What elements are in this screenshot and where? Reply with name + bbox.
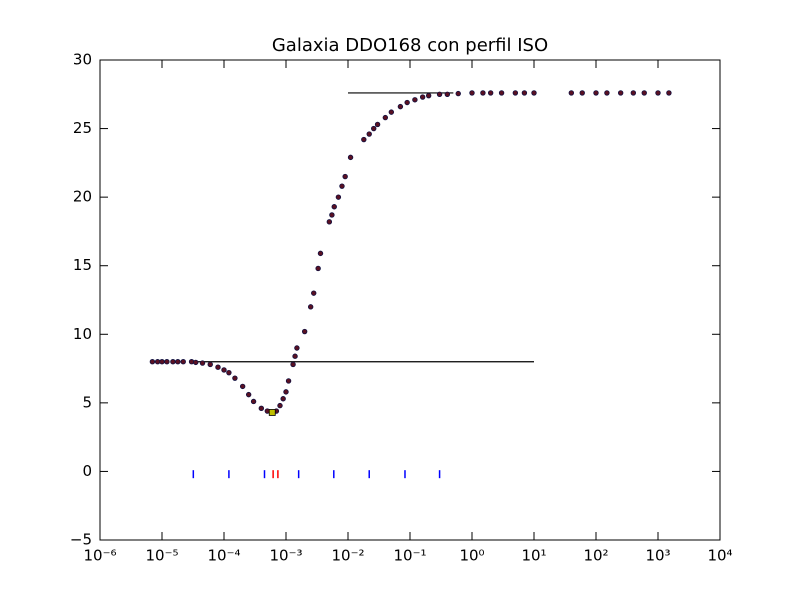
data-point <box>579 90 585 96</box>
data-point <box>232 375 238 381</box>
data-point <box>374 121 381 128</box>
data-point <box>294 345 300 351</box>
data-point <box>175 359 181 365</box>
data-point <box>630 90 637 96</box>
data-point <box>419 94 426 100</box>
data-point <box>307 304 314 310</box>
data-point <box>404 99 410 106</box>
x-tick-label: 10⁻⁴ <box>207 547 240 565</box>
data-point <box>436 91 443 97</box>
data-point <box>258 405 265 412</box>
data-point <box>366 131 372 137</box>
data-point <box>326 219 333 225</box>
y-tick-label: 20 <box>73 188 92 206</box>
x-tick-label: 10⁰ <box>459 547 484 565</box>
data-point <box>329 212 335 218</box>
data-point <box>154 359 161 365</box>
data-point <box>388 109 395 115</box>
x-tick-label: 10⁻⁵ <box>145 547 178 565</box>
data-point <box>641 90 647 96</box>
data-point <box>226 369 232 376</box>
y-tick-label: 10 <box>73 325 92 343</box>
data-point <box>617 90 624 96</box>
data-point <box>311 290 317 296</box>
data-point <box>361 136 367 143</box>
x-tick-label: 10⁻² <box>331 547 364 565</box>
data-point <box>498 90 505 96</box>
data-point <box>480 90 486 96</box>
y-tick-label: 25 <box>73 119 92 137</box>
x-tick-label: 10¹ <box>521 547 546 565</box>
data-point <box>455 90 461 97</box>
data-point <box>342 173 348 180</box>
x-tick-label: 10⁻¹ <box>393 547 426 565</box>
y-tick-label: −5 <box>70 531 92 549</box>
data-point <box>317 250 324 257</box>
data-point <box>412 97 418 103</box>
plot-frame <box>99 59 721 541</box>
data-point <box>149 359 156 365</box>
data-point <box>199 360 206 366</box>
x-tick-label: 10⁴ <box>707 547 732 565</box>
data-point <box>335 194 342 200</box>
y-tick-label: 30 <box>73 51 92 69</box>
data-point <box>315 265 321 272</box>
data-point <box>292 353 298 359</box>
data-point <box>531 90 537 96</box>
x-tick-label: 10³ <box>645 547 670 565</box>
y-tick-label: 5 <box>82 393 92 411</box>
data-point <box>655 90 661 96</box>
x-tick-label: 10⁻³ <box>269 547 302 565</box>
data-point <box>339 183 345 189</box>
data-point <box>283 389 289 395</box>
data-point <box>290 361 296 368</box>
data-point <box>245 391 252 398</box>
data-point <box>331 204 337 210</box>
data-point <box>215 364 221 370</box>
data-point <box>250 398 257 405</box>
data-point <box>164 359 170 365</box>
data-point <box>277 402 283 409</box>
data-point <box>301 328 308 335</box>
data-point <box>444 91 451 97</box>
data-point <box>397 103 404 110</box>
data-point <box>207 361 213 368</box>
data-point <box>382 114 389 121</box>
data-point <box>170 359 176 365</box>
x-tick-label: 10² <box>583 547 608 565</box>
chart-title: Galaxia DDO168 con perfil ISO <box>272 35 548 56</box>
data-point <box>604 90 610 96</box>
data-point <box>239 383 246 390</box>
highlight-marker <box>268 409 276 416</box>
data-point <box>221 367 227 373</box>
data-point <box>568 90 575 96</box>
y-tick-label: 0 <box>82 462 92 480</box>
data-point <box>285 378 292 384</box>
data-point <box>512 90 519 96</box>
data-point <box>425 92 432 99</box>
data-point <box>193 359 199 366</box>
data-point <box>521 90 528 96</box>
data-point <box>487 90 494 96</box>
y-tick-label: 15 <box>73 256 92 274</box>
data-point <box>159 359 165 365</box>
data-point <box>180 359 186 365</box>
x-tick-label: 10⁻⁶ <box>83 547 116 565</box>
data-point <box>593 90 599 96</box>
data-point <box>666 90 672 96</box>
data-point <box>469 90 475 96</box>
data-point <box>280 396 286 402</box>
data-point <box>347 154 354 161</box>
data-point <box>371 125 377 132</box>
